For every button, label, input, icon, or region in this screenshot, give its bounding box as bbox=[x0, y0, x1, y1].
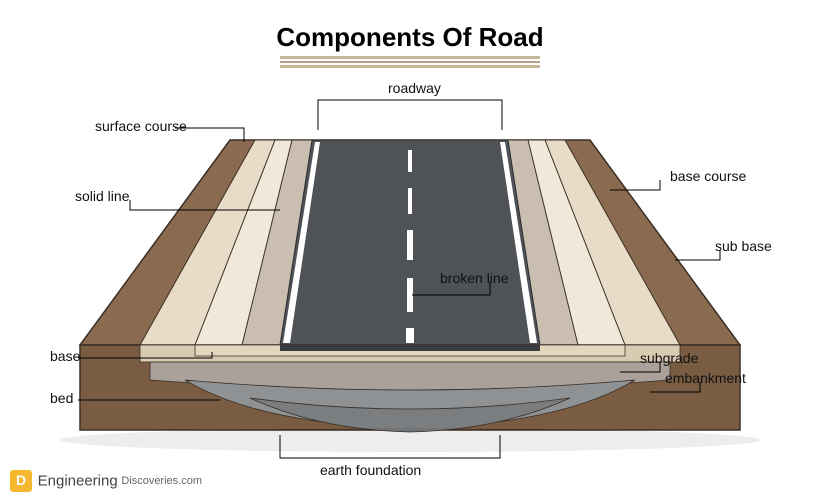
diagram-title: Components Of Road bbox=[0, 22, 820, 53]
label-solid-line: solid line bbox=[75, 188, 129, 204]
title-underline bbox=[280, 56, 540, 68]
block-shadow bbox=[60, 428, 760, 452]
label-embankment: embankment bbox=[665, 370, 746, 386]
label-earth-foundation: earth foundation bbox=[320, 462, 421, 478]
label-surface-course: surface course bbox=[95, 118, 187, 134]
label-base: base bbox=[50, 348, 80, 364]
watermark-brand: Engineering bbox=[38, 473, 118, 490]
road-front bbox=[280, 345, 540, 351]
label-broken-line: broken line bbox=[440, 270, 509, 286]
label-subgrade: subgrade bbox=[640, 350, 698, 366]
label-sub-base: sub base bbox=[715, 238, 772, 254]
watermark-suffix: Discoveries.com bbox=[121, 475, 202, 487]
label-roadway: roadway bbox=[388, 80, 441, 96]
road-diagram bbox=[0, 80, 820, 480]
brand-icon bbox=[10, 470, 32, 492]
label-base-course: base course bbox=[670, 168, 746, 184]
watermark: Engineering Discoveries.com bbox=[10, 470, 202, 492]
label-bed: bed bbox=[50, 390, 73, 406]
